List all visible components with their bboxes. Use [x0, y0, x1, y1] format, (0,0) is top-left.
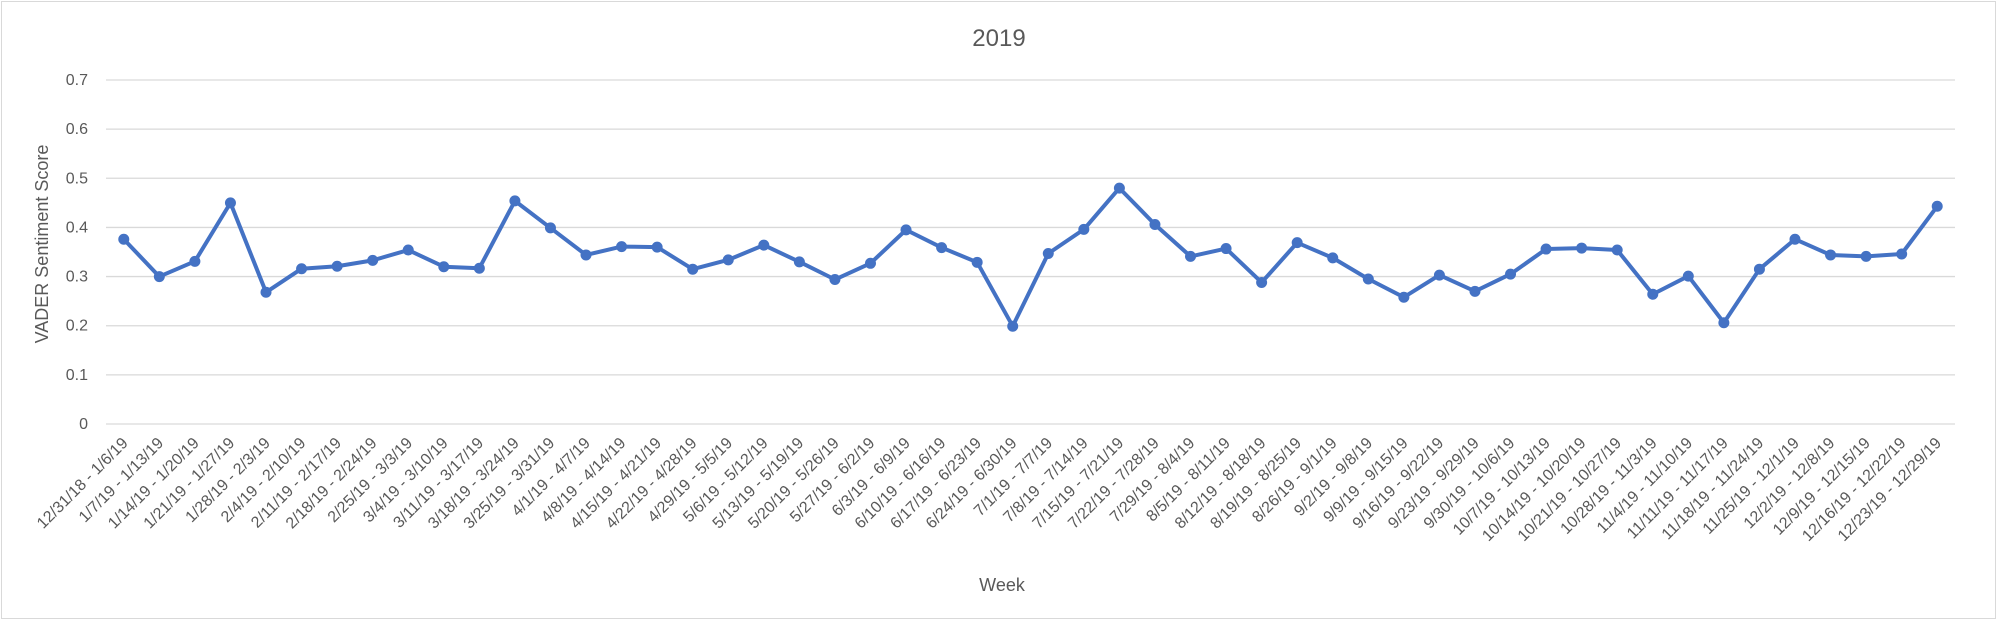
data-point	[580, 249, 592, 261]
data-point	[1682, 270, 1694, 282]
data-point	[367, 254, 379, 266]
data-point	[936, 242, 948, 254]
series-sentiment	[118, 182, 1943, 332]
x-axis-ticks: 12/31/18 - 1/6/191/7/19 - 1/13/191/14/19…	[34, 435, 1945, 545]
data-point	[438, 261, 450, 273]
y-axis-ticks: 0 0.1 0.2 0.3 0.4 0.5 0.6 0.7	[66, 72, 88, 433]
x-axis-title: Week	[979, 575, 1026, 595]
data-point	[402, 244, 414, 256]
gridlines	[106, 79, 1955, 425]
data-point	[1291, 237, 1303, 249]
y-tick-label: 0.3	[66, 269, 88, 286]
y-tick-label: 0.6	[66, 121, 88, 138]
data-point	[1149, 218, 1161, 230]
data-point	[189, 255, 201, 267]
data-point	[1398, 291, 1410, 303]
data-point	[1860, 250, 1872, 262]
y-tick-label: 0	[79, 416, 88, 433]
data-point	[829, 274, 841, 286]
data-point	[1042, 247, 1054, 259]
data-point	[473, 262, 485, 274]
data-point	[758, 239, 770, 251]
data-point	[118, 233, 130, 245]
data-point	[864, 257, 876, 269]
data-point	[1007, 320, 1019, 332]
y-tick-label: 0.2	[66, 318, 88, 335]
data-point	[900, 224, 912, 236]
y-tick-label: 0.7	[66, 72, 88, 89]
data-point	[1540, 243, 1552, 255]
y-axis-title: VADER Sentiment Score	[32, 145, 52, 344]
data-point	[793, 256, 805, 268]
data-point	[1362, 273, 1374, 285]
data-point	[1256, 276, 1268, 288]
data-point	[1469, 285, 1481, 297]
data-point	[544, 222, 556, 234]
data-point	[651, 241, 663, 253]
data-point	[1505, 268, 1517, 280]
y-tick-label: 0.1	[66, 367, 88, 384]
data-point	[1611, 244, 1623, 256]
data-point	[971, 256, 983, 268]
data-point	[1896, 248, 1908, 260]
y-tick-label: 0.4	[66, 219, 88, 236]
data-point	[153, 271, 165, 283]
data-point	[1718, 317, 1730, 329]
data-point	[1789, 233, 1801, 245]
data-point	[260, 286, 272, 298]
data-point	[616, 241, 628, 253]
data-point	[722, 254, 734, 266]
series-line	[121, 186, 1940, 329]
data-point	[1931, 200, 1943, 212]
data-point	[1078, 223, 1090, 235]
chart-title: 2019	[972, 25, 1025, 52]
data-point	[1113, 182, 1125, 194]
data-point	[509, 195, 521, 207]
data-point	[1185, 250, 1197, 262]
data-point	[331, 260, 343, 272]
data-point	[1327, 252, 1339, 264]
data-point	[1220, 243, 1232, 255]
data-point	[1753, 263, 1765, 275]
data-point	[224, 197, 236, 209]
data-point	[1433, 269, 1445, 281]
data-point	[1576, 242, 1588, 254]
data-point	[296, 263, 308, 275]
data-point	[687, 263, 699, 275]
y-tick-label: 0.5	[66, 170, 88, 187]
data-point	[1825, 249, 1837, 261]
data-point	[1647, 288, 1659, 300]
